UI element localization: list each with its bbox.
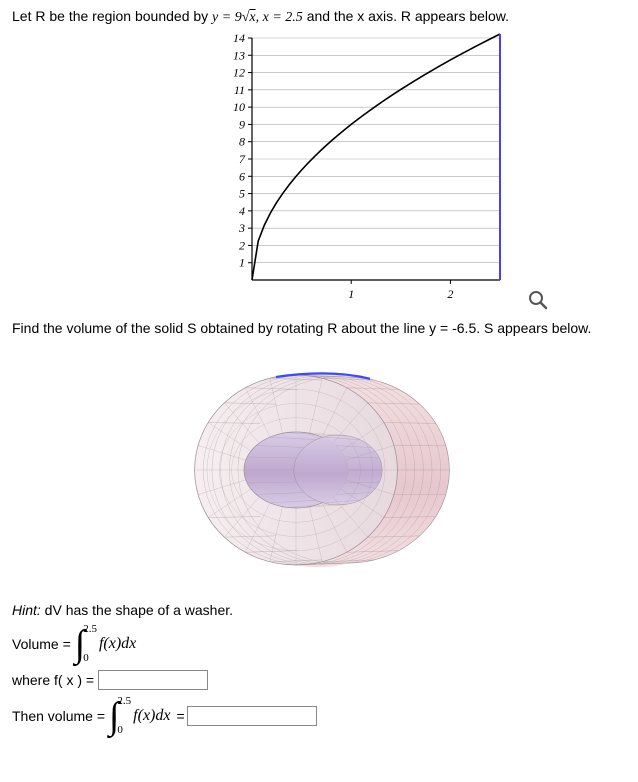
- lower-limit-2: 0: [117, 725, 131, 736]
- where-line: where f( x ) =: [12, 670, 626, 690]
- equals-sign: =: [176, 708, 184, 724]
- upper-limit-2: 2.5: [117, 696, 131, 707]
- svg-text:1: 1: [348, 287, 354, 301]
- svg-text:2: 2: [239, 238, 245, 252]
- magnify-icon[interactable]: [528, 290, 548, 310]
- svg-text:14: 14: [233, 31, 245, 45]
- integral-2: ∫ 2.5 0 f(x)dx: [109, 696, 170, 736]
- then-volume-line: Then volume = ∫ 2.5 0 f(x)dx =: [12, 696, 626, 736]
- volume-formula: Volume = ∫ 2.5 0 f(x)dx: [12, 624, 626, 664]
- lower-limit-1: 0: [83, 653, 97, 664]
- problem-statement-1: Let R be the region bounded by y = 9√x, …: [12, 8, 626, 26]
- text-suffix: and the x axis. R appears below.: [307, 8, 509, 24]
- svg-text:11: 11: [234, 83, 245, 97]
- volume-input[interactable]: [187, 706, 317, 726]
- svg-text:1: 1: [239, 256, 245, 270]
- rotate-text: Find the volume of the solid S obtained …: [12, 320, 591, 336]
- where-label: where f( x ) =: [12, 672, 94, 688]
- svg-text:13: 13: [233, 48, 245, 62]
- formula-region: y = 9√x, x = 2.5: [212, 10, 303, 25]
- hint-text: dV has the shape of a washer.: [41, 602, 233, 618]
- solid-figure: [172, 340, 472, 590]
- hint-label: Hint:: [12, 602, 41, 618]
- fx-input[interactable]: [98, 670, 208, 690]
- svg-text:12: 12: [233, 66, 245, 80]
- upper-limit-1: 2.5: [83, 624, 97, 635]
- problem-statement-2: Find the volume of the solid S obtained …: [12, 320, 626, 336]
- integral-1: ∫ 2.5 0 f(x)dx: [75, 624, 136, 664]
- integrand-1: f(x)dx: [99, 635, 136, 653]
- svg-text:9: 9: [239, 117, 245, 131]
- svg-text:3: 3: [238, 221, 245, 235]
- svg-text:8: 8: [239, 135, 245, 149]
- integrand-2: f(x)dx: [133, 707, 170, 725]
- svg-text:5: 5: [239, 187, 245, 201]
- svg-text:4: 4: [239, 204, 245, 218]
- svg-text:7: 7: [239, 152, 246, 166]
- svg-text:6: 6: [239, 169, 245, 183]
- svg-text:10: 10: [233, 100, 245, 114]
- svg-text:2: 2: [447, 287, 453, 301]
- region-chart: 123456789101112131412: [212, 30, 512, 310]
- volume-label: Volume =: [12, 636, 71, 652]
- hint-line: Hint: dV has the shape of a washer.: [12, 602, 626, 618]
- then-label: Then volume =: [12, 708, 105, 724]
- text-prefix: Let R be the region bounded by: [12, 8, 212, 24]
